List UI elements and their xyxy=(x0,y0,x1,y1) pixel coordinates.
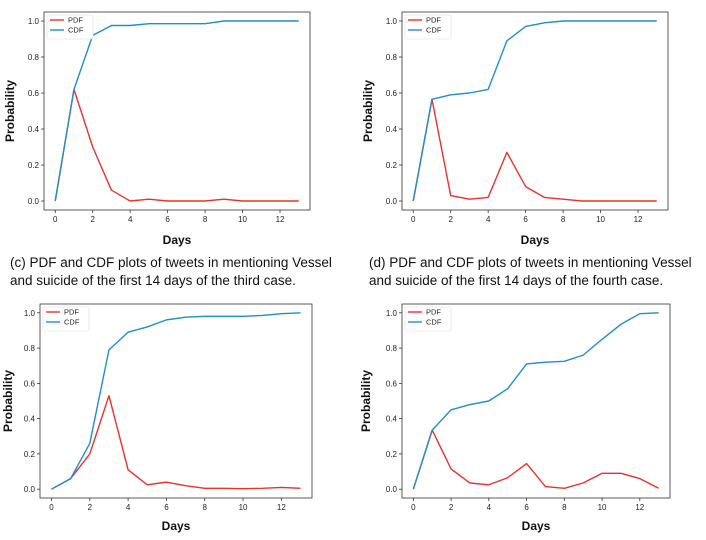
x-tick-label: 4 xyxy=(128,215,133,224)
series-line-pdf xyxy=(51,395,301,490)
y-tick-label: 0.2 xyxy=(24,450,36,459)
y-tick-label: 0.2 xyxy=(386,450,398,459)
y-tick-label: 1.0 xyxy=(24,309,36,318)
x-tick-label: 6 xyxy=(524,503,529,512)
x-tick-label: 12 xyxy=(276,215,285,224)
y-tick-label: 0.6 xyxy=(386,89,398,98)
x-tick-label: 12 xyxy=(634,215,643,224)
y-axis-label: Probability xyxy=(361,80,375,142)
legend-label-cdf: CDF xyxy=(426,26,442,35)
series-line-pdf xyxy=(412,98,657,202)
plot-frame xyxy=(43,11,311,211)
y-axis-label: Probability xyxy=(1,370,15,432)
legend-label-cdf: CDF xyxy=(68,26,84,35)
x-tick-label: 2 xyxy=(90,215,95,224)
x-tick-label: 6 xyxy=(165,215,170,224)
series-line-cdf xyxy=(412,312,659,490)
y-tick-label: 0.8 xyxy=(386,344,398,353)
x-tick-label: 12 xyxy=(277,503,286,512)
y-tick-label: 0.4 xyxy=(386,125,398,134)
y-tick-label: 1.0 xyxy=(386,17,398,26)
chart-top-left: 0.0 0.2 0.4 0.6 0.8 1.0 0 2 4 6 8 10 12 Days Probabili… xyxy=(3,11,311,247)
legend-box xyxy=(42,306,90,332)
x-tick-label: 4 xyxy=(126,503,131,512)
plot-frame xyxy=(401,303,671,499)
y-tick-label: 0.4 xyxy=(28,125,40,134)
x-tick-label: 10 xyxy=(598,503,607,512)
x-tick-label: 6 xyxy=(523,215,528,224)
legend-label-cdf: CDF xyxy=(64,318,80,327)
y-tick-label: 0.6 xyxy=(386,379,398,388)
legend-box xyxy=(404,306,452,332)
legend-label-pdf: PDF xyxy=(64,308,79,317)
y-tick-label: 0.4 xyxy=(24,415,36,424)
x-tick-label: 0 xyxy=(411,215,416,224)
y-tick-label: 0.2 xyxy=(386,161,398,170)
x-tick-label: 8 xyxy=(561,215,566,224)
x-tick-label: 0 xyxy=(49,503,54,512)
x-tick-label: 8 xyxy=(562,503,567,512)
plot-frame xyxy=(39,303,313,499)
y-tick-label: 0.0 xyxy=(24,485,36,494)
y-tick-label: 0.8 xyxy=(28,53,40,62)
x-tick-label: 0 xyxy=(53,215,58,224)
series-line-cdf xyxy=(412,20,657,202)
y-tick-label: 1.0 xyxy=(386,309,398,318)
y-tick-label: 0.2 xyxy=(28,161,40,170)
legend-label-cdf: CDF xyxy=(426,318,442,327)
y-tick-label: 0.6 xyxy=(24,379,36,388)
x-axis-label: Days xyxy=(522,519,551,533)
y-tick-label: 0.6 xyxy=(28,89,40,98)
chart-top-right: 0.0 0.2 0.4 0.6 0.8 1.0 0 2 4 6 8 10 12 Days Probabili… xyxy=(361,11,669,247)
x-tick-label: 0 xyxy=(411,503,416,512)
y-tick-label: 0.0 xyxy=(28,197,40,206)
y-tick-label: 0.8 xyxy=(24,344,36,353)
series-line-cdf xyxy=(51,312,301,490)
plot-frame xyxy=(401,11,669,211)
y-tick-label: 0.8 xyxy=(386,53,398,62)
caption-d: (d) PDF and CDF plots of tweets in menti… xyxy=(369,255,692,288)
x-tick-label: 8 xyxy=(203,215,208,224)
y-tick-label: 0.0 xyxy=(386,197,398,206)
x-tick-label: 10 xyxy=(239,503,248,512)
y-tick-label: 0.0 xyxy=(386,485,398,494)
x-tick-label: 4 xyxy=(486,215,491,224)
caption-c: (c) PDF and CDF plots of tweets in menti… xyxy=(10,255,332,288)
x-axis-label: Days xyxy=(162,519,191,533)
legend-box xyxy=(46,14,94,40)
series-line-pdf xyxy=(412,429,659,490)
x-axis-label: Days xyxy=(521,233,550,247)
y-tick-label: 0.4 xyxy=(386,415,398,424)
y-axis-label: Probability xyxy=(359,370,373,432)
x-tick-label: 2 xyxy=(88,503,93,512)
legend-box xyxy=(404,14,452,40)
legend-label-pdf: PDF xyxy=(426,308,441,317)
x-tick-label: 2 xyxy=(448,215,453,224)
x-tick-label: 4 xyxy=(487,503,492,512)
chart-bottom-left: 0.0 0.2 0.4 0.6 0.8 1.0 0 2 4 6 8 10 12 Days Probabili… xyxy=(1,303,313,533)
x-axis-label: Days xyxy=(163,233,192,247)
y-axis-label: Probability xyxy=(3,80,17,142)
chart-bottom-right: 0.0 0.2 0.4 0.6 0.8 1.0 0 2 4 6 8 10 12 Days Probabili… xyxy=(359,303,671,533)
series-line-pdf xyxy=(54,88,299,202)
x-tick-label: 6 xyxy=(164,503,169,512)
x-tick-label: 12 xyxy=(635,503,644,512)
series-line-cdf xyxy=(54,20,299,202)
x-tick-label: 8 xyxy=(203,503,208,512)
legend-label-pdf: PDF xyxy=(426,16,441,25)
x-tick-label: 10 xyxy=(238,215,247,224)
y-tick-label: 1.0 xyxy=(28,17,40,26)
x-tick-label: 2 xyxy=(449,503,454,512)
legend-label-pdf: PDF xyxy=(68,16,83,25)
x-tick-label: 10 xyxy=(596,215,605,224)
